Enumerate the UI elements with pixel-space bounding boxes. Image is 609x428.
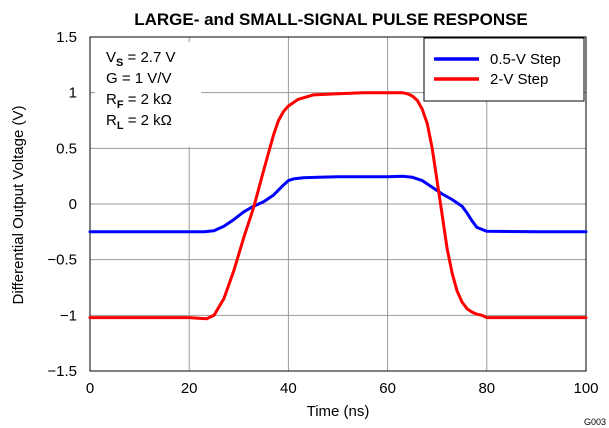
y-tick-label: −0.5 xyxy=(47,252,77,269)
y-tick-label: 1.5 xyxy=(56,29,77,46)
legend-label: 2-V Step xyxy=(490,71,548,88)
y-tick-label: 0 xyxy=(69,196,77,213)
x-tick-labels: 0 20 40 60 80 100 xyxy=(86,380,599,397)
x-tick-label: 0 xyxy=(86,380,94,397)
legend-box xyxy=(423,37,585,102)
x-tick-label: 100 xyxy=(573,380,598,397)
figure-code: G003 xyxy=(584,417,606,427)
series-layer xyxy=(88,91,588,321)
x-tick-label: 40 xyxy=(280,380,297,397)
series-line xyxy=(88,174,588,234)
x-tick-label: 20 xyxy=(181,380,198,397)
annotation-line: G = 1 V/V xyxy=(106,70,171,87)
annotation-background xyxy=(95,42,201,147)
series-line xyxy=(88,91,588,321)
annotation-line: RL = 2 kΩ xyxy=(106,112,172,132)
y-axis-label: Differential Output Voltage (V) xyxy=(10,105,27,304)
y-tick-labels: 1.5 1 0.5 0 −0.5 −1 −1.5 xyxy=(47,29,77,380)
chart-title: LARGE- and SMALL-SIGNAL PULSE RESPONSE xyxy=(134,10,528,29)
plot-frame xyxy=(89,36,587,372)
legend-label: 0.5-V Step xyxy=(490,51,561,68)
annotation-line: RF = 2 kΩ xyxy=(106,91,172,111)
x-axis-label: Time (ns) xyxy=(307,403,370,420)
y-tick-label: 0.5 xyxy=(56,140,77,157)
y-tick-label: −1 xyxy=(60,307,77,324)
y-tick-label: 1 xyxy=(69,85,77,102)
y-tick-label: −1.5 xyxy=(47,363,77,380)
legend: 0.5-V Step 2-V Step xyxy=(423,37,585,102)
x-tick-label: 60 xyxy=(379,380,396,397)
x-tick-label: 80 xyxy=(478,380,495,397)
annotation-line: VS = 2.7 V xyxy=(106,49,175,69)
